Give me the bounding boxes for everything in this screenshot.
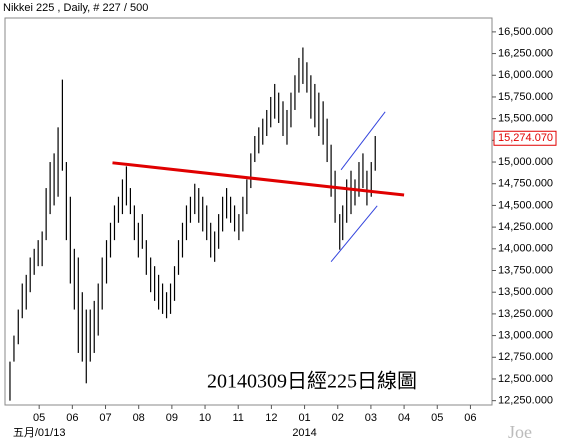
y-tick-label: 13,500.000 bbox=[498, 286, 553, 298]
y-tick-label: 12,500.000 bbox=[498, 373, 553, 385]
annotation: 20140309日經225日線圖 bbox=[207, 370, 417, 393]
last-price-box bbox=[493, 130, 557, 146]
x-tick-label: 07 bbox=[99, 412, 111, 424]
trend-line bbox=[340, 111, 386, 171]
y-tick-label: 13,250.000 bbox=[498, 308, 553, 320]
y-tick-label: 15,000.000 bbox=[498, 156, 553, 168]
trend-line bbox=[330, 205, 378, 263]
y-tick-label: 14,250.000 bbox=[498, 221, 553, 233]
x-tick-label: 02 bbox=[332, 412, 344, 424]
trend-line bbox=[112, 161, 405, 197]
y-tick-label: 14,750.000 bbox=[498, 178, 553, 190]
y-tick-label: 14,500.000 bbox=[498, 199, 553, 211]
chart-title: Nikkei 225 , Daily, # 227 / 500 bbox=[3, 2, 148, 14]
x-tick-label: 04 bbox=[398, 412, 410, 424]
x-tick-label: 10 bbox=[199, 412, 211, 424]
x-tick-label: 09 bbox=[166, 412, 178, 424]
x-tick-label: 11 bbox=[233, 412, 244, 424]
y-tick-label: 15,750.000 bbox=[498, 91, 553, 103]
x-tick-label: 01 bbox=[298, 412, 310, 424]
y-tick-label: 16,500.000 bbox=[498, 26, 553, 38]
y-tick-label: 13,000.000 bbox=[498, 329, 553, 341]
x-tick-label: 05 bbox=[431, 412, 443, 424]
x-tick-label: 08 bbox=[133, 412, 145, 424]
x-tick-label: 12 bbox=[265, 412, 277, 424]
x-period-label: 五月/01/13 bbox=[13, 427, 66, 439]
x-tick-label: 06 bbox=[464, 412, 476, 424]
y-tick-label: 13,750.000 bbox=[498, 264, 553, 276]
x-tick-label: 05 bbox=[33, 412, 45, 424]
y-tick-label: 12,750.000 bbox=[498, 351, 553, 363]
y-tick-label: 16,000.000 bbox=[498, 69, 553, 81]
x-period-label: 2014 bbox=[292, 427, 316, 439]
y-tick-label: 12,250.000 bbox=[498, 395, 553, 407]
last-price-label: 15,274.070 bbox=[498, 132, 553, 144]
x-tick-label: 03 bbox=[365, 412, 377, 424]
y-tick-label: 15,500.000 bbox=[498, 113, 553, 125]
y-tick-label: 14,000.000 bbox=[498, 243, 553, 255]
y-tick-label: 16,250.000 bbox=[498, 47, 553, 59]
plot-frame bbox=[4, 17, 493, 406]
x-tick-label: 06 bbox=[66, 412, 78, 424]
watermark: Joe bbox=[508, 422, 532, 442]
